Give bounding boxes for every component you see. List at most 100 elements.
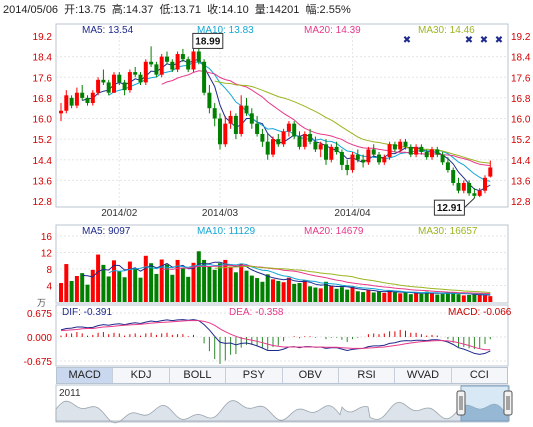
volume-bar — [477, 294, 482, 302]
candle-body — [456, 182, 461, 191]
candle-body — [133, 72, 138, 75]
candle — [122, 79, 127, 96]
candle-body — [430, 149, 434, 158]
volume-bar — [355, 291, 360, 302]
volume-bar — [392, 292, 397, 302]
candle-body — [366, 149, 371, 163]
close-label: 收: — [207, 2, 221, 16]
price-tick-left: 12.8 — [33, 197, 53, 208]
candle-body — [191, 51, 196, 70]
candle — [74, 87, 79, 109]
candle-body — [424, 152, 429, 158]
candle — [202, 59, 207, 96]
volume-bar — [403, 292, 408, 302]
tab-wvad[interactable]: WVAD — [395, 368, 452, 383]
volume-bar — [361, 292, 366, 302]
price-panel-frame — [55, 23, 509, 208]
tab-macd[interactable]: MACD — [57, 368, 114, 383]
volume-bar — [180, 268, 185, 302]
volume-bar — [334, 288, 339, 302]
candle — [355, 149, 360, 163]
candle-body — [382, 157, 387, 163]
candle-body — [69, 97, 74, 106]
volume-bar — [223, 259, 228, 302]
navigator-left-handle[interactable] — [456, 390, 466, 416]
candle — [218, 113, 222, 150]
indicator-tabs: MACD KDJ BOLL PSY OBV RSI WVAD CCI — [56, 367, 508, 384]
volume-bar — [488, 296, 493, 302]
price-ma-legend-item: MA5: 13.54 — [82, 25, 134, 36]
candle-body — [345, 164, 350, 171]
candle-body — [186, 59, 191, 70]
candle — [297, 131, 302, 150]
high-label: 高: — [112, 2, 126, 16]
volume-ma-legend-item: MA30: 16657 — [418, 226, 478, 237]
volume-bar — [313, 287, 318, 302]
volume-unit-label: 万 — [37, 298, 46, 308]
tab-psy[interactable]: PSY — [226, 368, 283, 383]
candle — [414, 144, 419, 158]
volume-bar — [424, 291, 429, 302]
tab-boll[interactable]: BOLL — [170, 368, 227, 383]
star-icon: ✖ — [403, 35, 411, 46]
tab-rsi[interactable]: RSI — [339, 368, 396, 383]
volume-bar — [218, 263, 222, 302]
candle — [292, 121, 297, 140]
volume-bar — [302, 280, 307, 302]
volume-bar — [456, 294, 461, 302]
macd-axis: 0.675 0.000 -0.675 — [24, 309, 53, 368]
candle — [80, 84, 85, 101]
price-axis-left: 19.2 18.4 17.6 16.8 16.0 15.2 14.4 13.6 12.8 — [33, 32, 53, 208]
tab-cci[interactable]: CCI — [469, 369, 489, 381]
price-tick-right: 16.8 — [511, 94, 531, 105]
candle — [59, 103, 63, 122]
price-tick-right: 13.6 — [511, 176, 531, 187]
candle-body — [377, 154, 381, 163]
price-tick-left: 16.8 — [33, 94, 53, 105]
candle — [101, 69, 106, 85]
candle-body — [292, 123, 297, 137]
candle — [64, 90, 69, 114]
tab-kdj[interactable]: KDJ — [113, 368, 170, 383]
volume-bar — [191, 262, 196, 302]
navigator-selection-area — [461, 404, 508, 421]
star-icon: ✖ — [495, 35, 503, 46]
volume-bar — [345, 289, 350, 302]
volume-bar — [159, 259, 164, 302]
candle-body — [106, 82, 111, 93]
volume-bar — [149, 263, 154, 302]
price-tick-right: 15.2 — [511, 135, 531, 146]
candle-body — [112, 74, 116, 93]
volume-bar — [451, 292, 456, 302]
volume-bar — [276, 280, 281, 302]
macd-legend-item: MACD: -0.066 — [448, 307, 512, 318]
candle-body — [143, 61, 148, 83]
volume-bar — [196, 251, 201, 302]
candle-body — [414, 146, 419, 155]
price-tick-right: 16.0 — [511, 115, 531, 126]
candle — [90, 90, 95, 106]
volume-bar — [329, 285, 334, 302]
candle — [127, 69, 132, 93]
candle — [361, 154, 366, 168]
candle — [276, 133, 281, 147]
candle — [324, 139, 328, 165]
candle — [170, 59, 175, 73]
volume-ma-legend-item: MA10: 11129 — [197, 226, 255, 237]
volume-bar — [228, 266, 233, 302]
tab-obv[interactable]: OBV — [283, 368, 339, 383]
candle-body — [64, 95, 69, 111]
candle — [339, 149, 344, 171]
candle — [456, 177, 461, 194]
candle-body — [233, 115, 238, 134]
volume-bar — [483, 295, 487, 302]
navigator-right-handle[interactable] — [503, 390, 513, 416]
price-tick-left: 19.2 — [33, 32, 53, 43]
candle — [265, 133, 270, 160]
volume-bar — [255, 278, 260, 302]
candle — [260, 128, 265, 147]
candle-body — [85, 97, 90, 104]
volume-bar — [467, 294, 472, 302]
volume-bar — [440, 293, 445, 302]
candle-body — [196, 51, 201, 62]
